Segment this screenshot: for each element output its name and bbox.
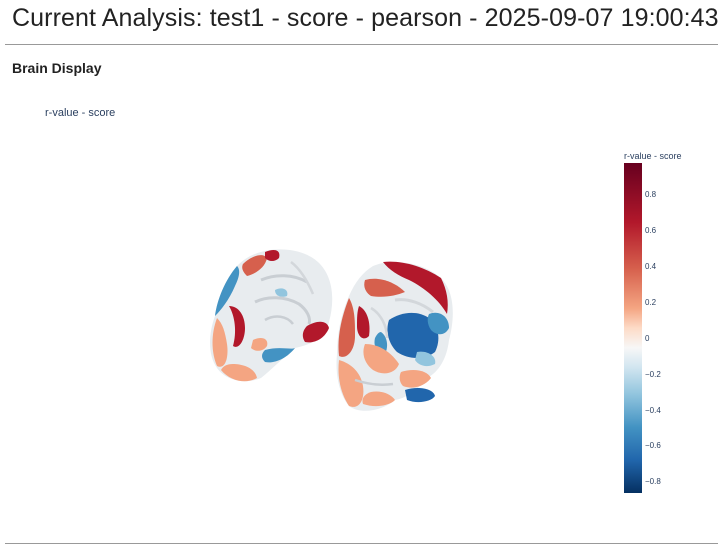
colorbar-gradient [624,163,642,493]
section-heading: Brain Display [12,60,102,76]
colorbar-tick-label: −0.4 [645,405,661,415]
colorbar-tick-label: 0.2 [645,297,657,307]
colorbar-title: r-value - score [624,151,682,161]
header-divider [5,44,718,45]
brain-medial-view [210,249,333,382]
colorbar-tick-label: 0.6 [645,226,657,236]
brain-surface-plot[interactable] [195,240,465,420]
colorbar-tick-label: −0.8 [645,477,661,487]
plot-title: r-value - score [45,107,116,119]
colorbar-tick-label: 0.8 [645,190,657,200]
page-title: Current Analysis: test1 - score - pearso… [12,4,719,32]
colorbar-tick-label: −0.6 [645,441,661,451]
footer-divider [5,543,718,544]
colorbar-tick-label: −0.2 [645,369,661,379]
colorbar-tick-label: 0.4 [645,262,657,272]
brain-lateral-view [336,261,453,411]
colorbar-tick-label: 0 [645,333,650,343]
